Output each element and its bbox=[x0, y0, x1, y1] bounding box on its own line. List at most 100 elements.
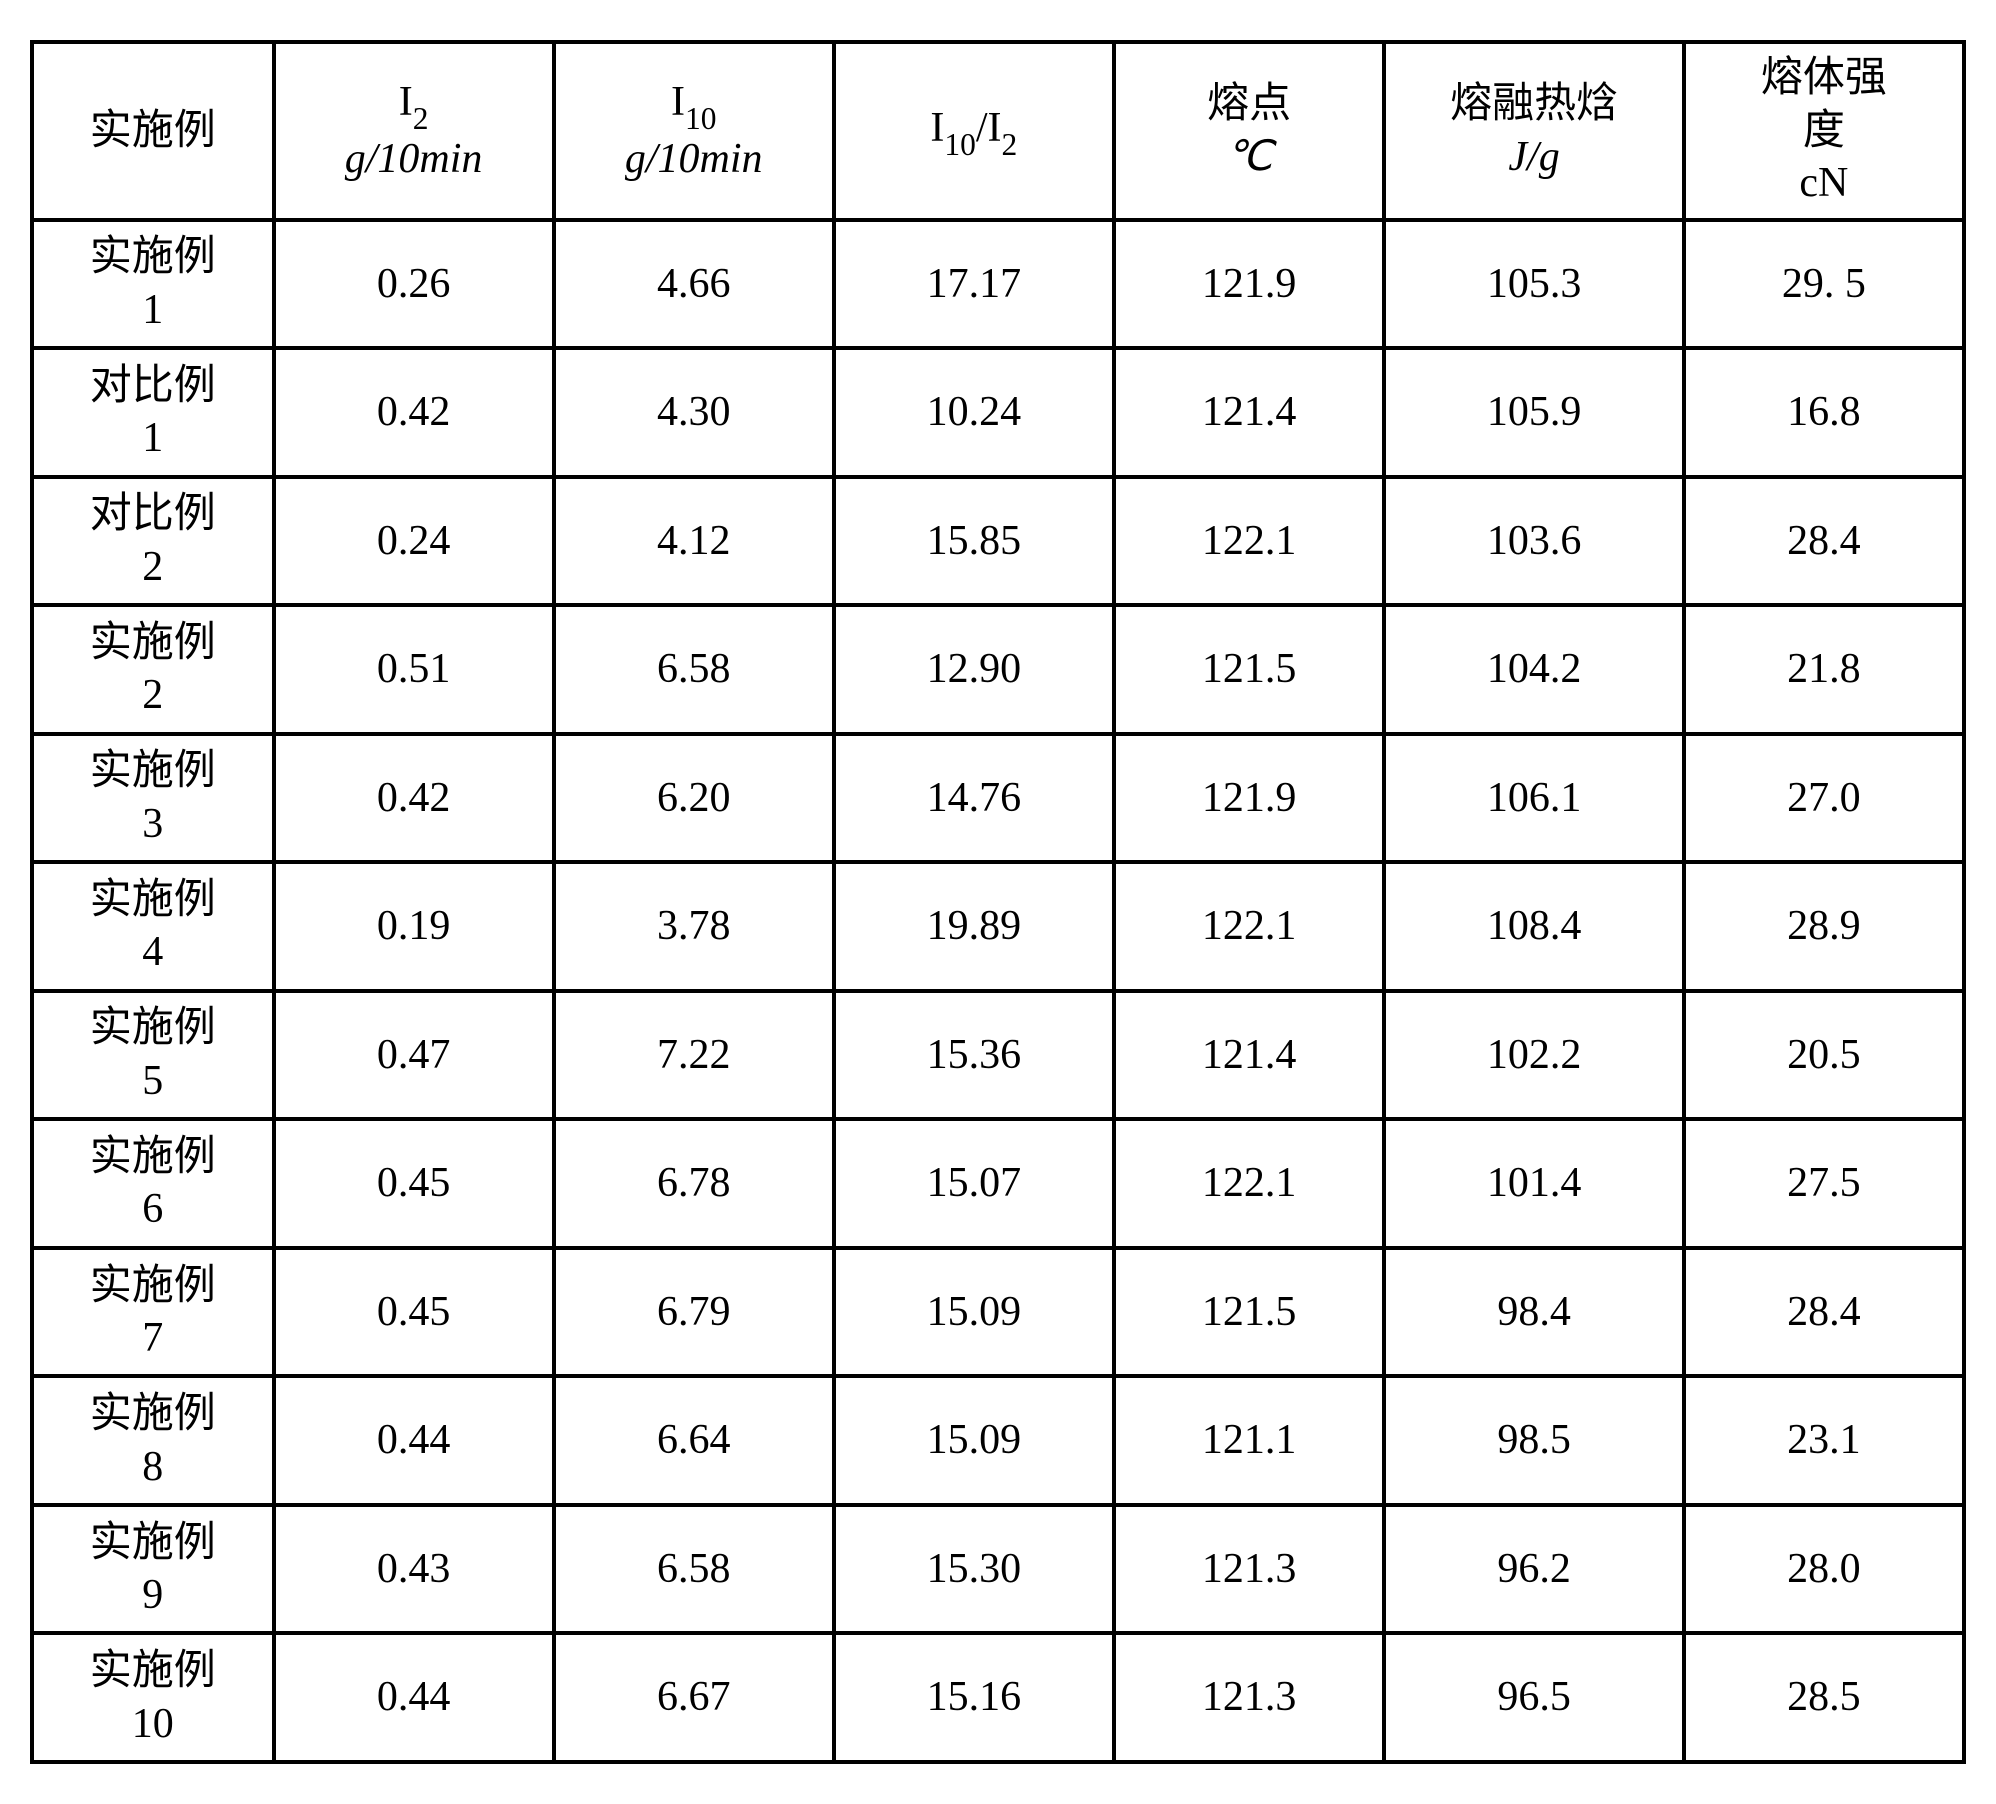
cell-i10: 6.64 bbox=[554, 1376, 834, 1505]
cell-ms: 28.0 bbox=[1684, 1505, 1964, 1634]
cell-heat: 105.3 bbox=[1384, 220, 1683, 349]
table-row: 实施例70.456.7915.09121.598.428.4 bbox=[32, 1248, 1964, 1377]
cell-i10: 6.78 bbox=[554, 1119, 834, 1248]
cell-label: 实施例7 bbox=[32, 1248, 274, 1377]
cell-label: 对比例1 bbox=[32, 348, 274, 477]
header-i2-unit: g/10min bbox=[282, 133, 546, 186]
table-body: 实施例10.264.6617.17121.9105.329. 5对比例10.42… bbox=[32, 220, 1964, 1763]
cell-i2: 0.42 bbox=[274, 734, 554, 863]
header-example: 实施例 bbox=[32, 42, 274, 220]
cell-mp: 121.9 bbox=[1114, 220, 1384, 349]
cell-ms: 28.9 bbox=[1684, 862, 1964, 991]
cell-label: 实施例4 bbox=[32, 862, 274, 991]
cell-i10: 4.66 bbox=[554, 220, 834, 349]
cell-ratio: 17.17 bbox=[834, 220, 1114, 349]
cell-label-line2: 2 bbox=[40, 541, 266, 594]
cell-label-line2: 8 bbox=[40, 1441, 266, 1494]
header-ratio-I2: I bbox=[988, 105, 1002, 151]
header-heat-text: 熔融热焓 bbox=[1392, 78, 1675, 131]
cell-i10: 3.78 bbox=[554, 862, 834, 991]
cell-heat: 98.5 bbox=[1384, 1376, 1683, 1505]
cell-ms: 23.1 bbox=[1684, 1376, 1964, 1505]
cell-mp: 121.1 bbox=[1114, 1376, 1384, 1505]
cell-label: 实施例9 bbox=[32, 1505, 274, 1634]
cell-label-line2: 3 bbox=[40, 798, 266, 851]
header-ratio-I1: I bbox=[930, 105, 944, 151]
header-i10: I10 g/10min bbox=[554, 42, 834, 220]
header-ratio-sub1: 10 bbox=[944, 127, 976, 162]
cell-i2: 0.42 bbox=[274, 348, 554, 477]
cell-heat: 105.9 bbox=[1384, 348, 1683, 477]
cell-label-line1: 实施例 bbox=[40, 1517, 266, 1570]
header-i10-I: I bbox=[671, 79, 685, 125]
cell-i10: 6.20 bbox=[554, 734, 834, 863]
header-ratio: I10/I2 bbox=[834, 42, 1114, 220]
cell-i2: 0.24 bbox=[274, 477, 554, 606]
cell-label-line2: 6 bbox=[40, 1183, 266, 1236]
table-row: 实施例30.426.2014.76121.9106.127.0 bbox=[32, 734, 1964, 863]
cell-ratio: 15.30 bbox=[834, 1505, 1114, 1634]
header-ms-text2: 度 bbox=[1692, 105, 1956, 158]
cell-label-line1: 实施例 bbox=[40, 1002, 266, 1055]
cell-ms: 16.8 bbox=[1684, 348, 1964, 477]
cell-ms: 27.5 bbox=[1684, 1119, 1964, 1248]
cell-mp: 121.5 bbox=[1114, 1248, 1384, 1377]
header-i2-sub: 2 bbox=[413, 101, 429, 136]
cell-mp: 122.1 bbox=[1114, 862, 1384, 991]
cell-mp: 121.3 bbox=[1114, 1633, 1384, 1762]
cell-label-line2: 2 bbox=[40, 669, 266, 722]
header-example-text: 实施例 bbox=[90, 108, 216, 154]
cell-mp: 121.3 bbox=[1114, 1505, 1384, 1634]
table-row: 实施例60.456.7815.07122.1101.427.5 bbox=[32, 1119, 1964, 1248]
cell-ms: 21.8 bbox=[1684, 605, 1964, 734]
header-ms: 熔体强 度 cN bbox=[1684, 42, 1964, 220]
cell-label-line2: 10 bbox=[40, 1698, 266, 1751]
cell-i2: 0.43 bbox=[274, 1505, 554, 1634]
cell-label-line1: 实施例 bbox=[40, 231, 266, 284]
cell-ratio: 14.76 bbox=[834, 734, 1114, 863]
cell-i10: 4.12 bbox=[554, 477, 834, 606]
cell-label: 实施例10 bbox=[32, 1633, 274, 1762]
cell-ms: 29. 5 bbox=[1684, 220, 1964, 349]
header-i10-unit: g/10min bbox=[562, 133, 826, 186]
cell-mp: 121.9 bbox=[1114, 734, 1384, 863]
cell-i10: 7.22 bbox=[554, 991, 834, 1120]
header-ratio-slash: / bbox=[976, 105, 988, 151]
cell-label-line1: 对比例 bbox=[40, 488, 266, 541]
cell-heat: 108.4 bbox=[1384, 862, 1683, 991]
cell-label: 实施例8 bbox=[32, 1376, 274, 1505]
cell-label-line1: 实施例 bbox=[40, 617, 266, 670]
cell-ms: 28.4 bbox=[1684, 1248, 1964, 1377]
cell-label-line2: 1 bbox=[40, 284, 266, 337]
cell-heat: 104.2 bbox=[1384, 605, 1683, 734]
cell-ratio: 15.07 bbox=[834, 1119, 1114, 1248]
cell-i2: 0.44 bbox=[274, 1376, 554, 1505]
table-row: 实施例100.446.6715.16121.396.528.5 bbox=[32, 1633, 1964, 1762]
cell-ratio: 19.89 bbox=[834, 862, 1114, 991]
cell-i2: 0.26 bbox=[274, 220, 554, 349]
header-mp: 熔点 ℃ bbox=[1114, 42, 1384, 220]
cell-heat: 103.6 bbox=[1384, 477, 1683, 606]
cell-label-line2: 4 bbox=[40, 926, 266, 979]
cell-ratio: 10.24 bbox=[834, 348, 1114, 477]
cell-ratio: 15.85 bbox=[834, 477, 1114, 606]
cell-ratio: 12.90 bbox=[834, 605, 1114, 734]
cell-label-line1: 实施例 bbox=[40, 1388, 266, 1441]
cell-heat: 96.2 bbox=[1384, 1505, 1683, 1634]
cell-heat: 102.2 bbox=[1384, 991, 1683, 1120]
cell-heat: 106.1 bbox=[1384, 734, 1683, 863]
cell-ratio: 15.36 bbox=[834, 991, 1114, 1120]
cell-label: 实施例2 bbox=[32, 605, 274, 734]
cell-label-line1: 实施例 bbox=[40, 874, 266, 927]
cell-i2: 0.45 bbox=[274, 1119, 554, 1248]
cell-i2: 0.19 bbox=[274, 862, 554, 991]
header-ratio-sub2: 2 bbox=[1002, 127, 1018, 162]
cell-mp: 121.5 bbox=[1114, 605, 1384, 734]
cell-i2: 0.47 bbox=[274, 991, 554, 1120]
cell-i10: 4.30 bbox=[554, 348, 834, 477]
table-row: 对比例20.244.1215.85122.1103.628.4 bbox=[32, 477, 1964, 606]
cell-heat: 98.4 bbox=[1384, 1248, 1683, 1377]
table-row: 对比例10.424.3010.24121.4105.916.8 bbox=[32, 348, 1964, 477]
table-row: 实施例50.477.2215.36121.4102.220.5 bbox=[32, 991, 1964, 1120]
header-i2-I: I bbox=[399, 79, 413, 125]
